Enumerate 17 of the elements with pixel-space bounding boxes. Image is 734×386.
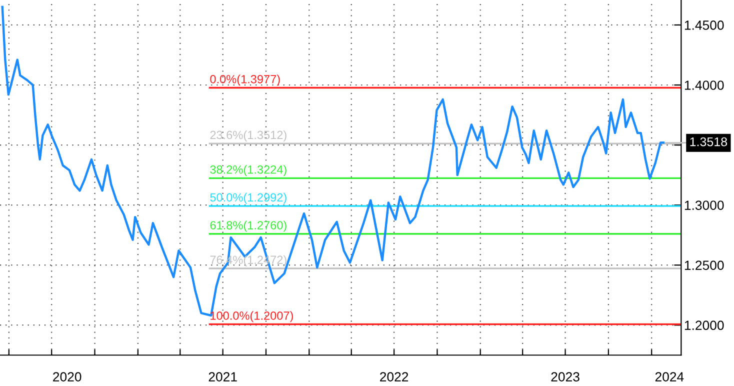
series-label: 38.2%(1.3224) [210, 165, 286, 176]
x-tick-label: 2024 [655, 372, 684, 382]
y-tick-label: 1.2000 [684, 320, 724, 330]
series-label: 50.0%(1.2992) [210, 192, 286, 204]
y-tick-label: 1.4000 [684, 80, 724, 90]
x-tick-label: 2020 [53, 372, 82, 382]
series-label: 23.6%(1.3512) [210, 130, 286, 142]
y-tick-label: 1.2500 [684, 260, 724, 270]
series-label: 100.0%(1.2007) [210, 311, 293, 322]
y-tick-label: 1.4500 [684, 20, 724, 30]
y-tick-label: 1.3000 [684, 200, 724, 210]
annotation: 1.3518 [690, 137, 728, 146]
series-label: 0.0%(1.3977) [210, 74, 280, 86]
series-label: 61.8%(1.2760) [210, 220, 286, 232]
x-tick-label: 2023 [551, 372, 580, 382]
x-tick-label: 2021 [208, 372, 237, 382]
x-tick-label: 2022 [380, 372, 408, 382]
